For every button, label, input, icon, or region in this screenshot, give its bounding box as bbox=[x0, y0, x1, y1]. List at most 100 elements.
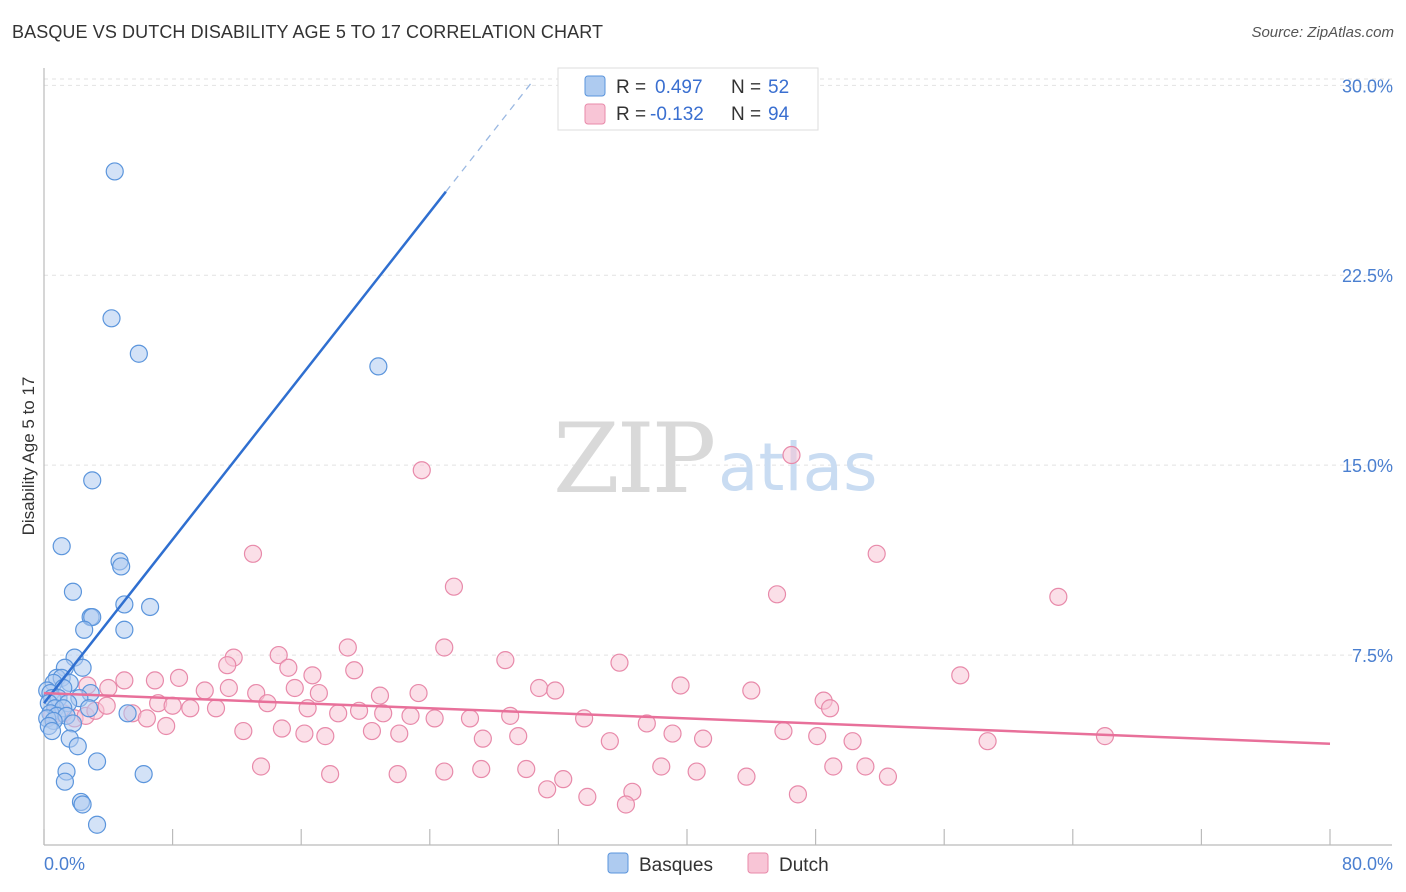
point-dutch bbox=[774, 721, 793, 741]
point-dutch bbox=[610, 653, 629, 672]
chart-title: BASQUE VS DUTCH DISABILITY AGE 5 TO 17 C… bbox=[12, 22, 604, 42]
legend-r-value-dutch: -0.132 bbox=[650, 104, 704, 125]
chart-source: Source: ZipAtlas.com bbox=[1251, 24, 1394, 41]
point-dutch bbox=[285, 678, 304, 698]
legend-n-value-basques: 52 bbox=[768, 77, 789, 98]
point-dutch bbox=[460, 709, 480, 728]
point-dutch bbox=[878, 767, 898, 786]
point-dutch bbox=[338, 638, 357, 657]
y-tick-label: 22.5% bbox=[1342, 266, 1393, 286]
point-basques bbox=[87, 752, 107, 771]
point-dutch bbox=[600, 732, 619, 751]
point-dutch bbox=[206, 699, 226, 718]
point-dutch bbox=[370, 686, 390, 705]
point-dutch bbox=[782, 445, 801, 465]
series-legend-label-basques[interactable]: Basques bbox=[639, 855, 713, 876]
watermark-atlas: atlas bbox=[718, 429, 878, 506]
point-dutch bbox=[693, 729, 713, 748]
y-tick-label: 15.0% bbox=[1342, 456, 1393, 476]
point-basques bbox=[55, 772, 74, 791]
point-dutch bbox=[496, 651, 515, 670]
y-tick-labels: 7.5% 15.0% 22.5% 30.0% bbox=[1342, 76, 1393, 666]
point-basques bbox=[83, 471, 102, 490]
point-dutch bbox=[435, 762, 454, 781]
point-dutch bbox=[115, 671, 134, 690]
point-dutch bbox=[652, 757, 671, 776]
point-dutch bbox=[546, 681, 565, 700]
legend-n-label-dutch: N = bbox=[731, 104, 761, 125]
point-dutch bbox=[538, 780, 557, 799]
point-dutch bbox=[409, 683, 428, 703]
point-dutch bbox=[501, 706, 520, 725]
point-dutch bbox=[388, 764, 407, 784]
legend-r-label-basques: R = bbox=[616, 77, 646, 98]
point-basques bbox=[63, 582, 83, 601]
point-basques bbox=[73, 795, 92, 814]
point-dutch bbox=[687, 762, 706, 781]
trend-line-basques-extension bbox=[445, 78, 535, 193]
point-dutch bbox=[444, 577, 464, 596]
point-dutch bbox=[374, 704, 393, 723]
point-dutch bbox=[362, 721, 382, 741]
point-dutch bbox=[663, 724, 682, 743]
x-tick-labels: 0.0% 80.0% bbox=[44, 854, 1393, 874]
point-dutch bbox=[767, 585, 787, 604]
legend-swatch-dutch bbox=[584, 103, 606, 125]
point-basques bbox=[369, 357, 388, 376]
legend-r-label-dutch: R = bbox=[616, 104, 646, 125]
point-dutch bbox=[219, 678, 238, 698]
legend-n-label-basques: N = bbox=[731, 77, 761, 98]
x-tick-label-min: 0.0% bbox=[44, 854, 85, 874]
point-dutch bbox=[316, 727, 335, 746]
point-basques bbox=[73, 658, 92, 677]
point-basques bbox=[52, 537, 71, 556]
point-dutch bbox=[867, 544, 886, 563]
point-dutch bbox=[737, 767, 756, 786]
point-dutch bbox=[843, 732, 862, 751]
y-axis-title: Disability Age 5 to 17 bbox=[19, 377, 38, 536]
point-dutch bbox=[951, 666, 970, 685]
series-legend-swatch-dutch[interactable] bbox=[747, 852, 769, 874]
point-dutch bbox=[820, 699, 840, 718]
point-basques bbox=[115, 620, 134, 639]
trend-line-basques bbox=[43, 190, 447, 704]
legend-r-value-basques: 0.497 bbox=[655, 77, 703, 98]
point-dutch bbox=[401, 706, 420, 725]
point-dutch bbox=[473, 729, 492, 748]
point-dutch bbox=[295, 724, 314, 743]
point-dutch bbox=[425, 709, 444, 728]
point-dutch bbox=[530, 678, 549, 698]
point-dutch bbox=[195, 681, 214, 700]
point-dutch bbox=[517, 759, 536, 779]
point-dutch bbox=[637, 714, 656, 733]
point-dutch bbox=[99, 678, 118, 698]
legend-swatch-basques bbox=[584, 75, 606, 97]
point-dutch bbox=[578, 787, 597, 806]
point-dutch bbox=[412, 461, 431, 480]
point-dutch bbox=[321, 764, 340, 784]
point-dutch bbox=[390, 724, 409, 743]
point-dutch bbox=[272, 719, 292, 738]
point-dutch bbox=[856, 757, 875, 776]
point-dutch bbox=[234, 721, 253, 741]
trend-line-dutch bbox=[43, 691, 1331, 745]
series-basques bbox=[38, 162, 388, 834]
point-dutch bbox=[157, 716, 176, 736]
point-basques bbox=[102, 309, 121, 328]
point-dutch bbox=[137, 709, 156, 728]
series-legend-label-dutch[interactable]: Dutch bbox=[779, 855, 829, 876]
point-dutch bbox=[788, 785, 808, 804]
series-legend-swatch-basques[interactable] bbox=[607, 852, 629, 874]
point-basques bbox=[87, 815, 107, 834]
point-basques bbox=[112, 557, 131, 576]
watermark-zip: ZIP bbox=[553, 403, 714, 515]
point-dutch bbox=[145, 671, 165, 690]
point-basques bbox=[105, 162, 124, 181]
point-dutch bbox=[575, 709, 594, 728]
point-dutch bbox=[329, 704, 348, 723]
watermark: ZIP atlas bbox=[553, 403, 878, 515]
point-basques bbox=[140, 597, 160, 617]
point-dutch bbox=[671, 676, 690, 695]
point-dutch bbox=[243, 544, 263, 563]
